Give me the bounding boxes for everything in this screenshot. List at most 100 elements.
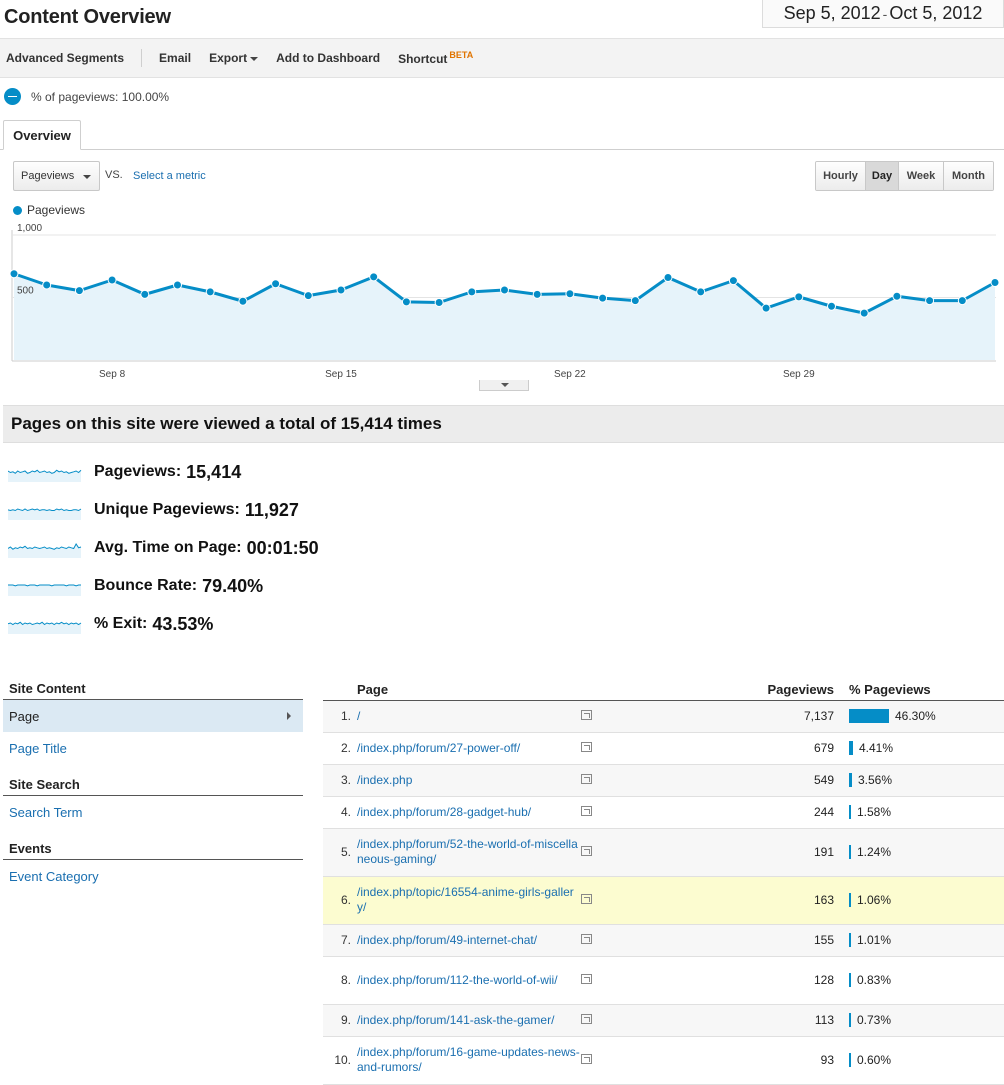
open-external-icon[interactable] <box>581 1054 592 1064</box>
table-row[interactable]: 10./index.php/forum/16-game-updates-news… <box>323 1036 1004 1085</box>
data-point-12 <box>401 297 411 307</box>
nav-section-heading: Site Content <box>3 678 303 700</box>
open-external-icon[interactable] <box>581 934 592 944</box>
row-pageviews: 244 <box>629 796 849 829</box>
row-page-cell: /index.php/forum/112-the-world-of-wii/ <box>351 956 581 1005</box>
data-point-1 <box>42 280 52 290</box>
stat-label: Pageviews: <box>94 463 182 480</box>
table-row[interactable]: 2. /index.php/forum/27-power-off/679 4.41% <box>323 732 1004 765</box>
open-external-icon[interactable] <box>581 806 592 816</box>
open-external-icon[interactable] <box>581 974 592 984</box>
nav-section-heading: Events <box>3 838 303 860</box>
col-pageviews-header[interactable]: Pageviews <box>629 678 849 701</box>
col-icon <box>581 678 629 701</box>
sparkline-line <box>8 543 82 550</box>
pct-value: 0.60% <box>857 1053 892 1067</box>
sparkline-area <box>8 470 81 482</box>
open-external-icon[interactable] <box>581 742 592 752</box>
add-to-dashboard-button[interactable]: Add to Dashboard <box>276 51 381 65</box>
page-link[interactable]: /index.php/forum/52-the-world-of-miscell… <box>357 837 578 866</box>
table-row[interactable]: 1. / 7,137 46.30% <box>323 700 1004 733</box>
pct-bar <box>849 845 851 859</box>
data-point-28 <box>925 296 935 306</box>
row-pageviews: 93 <box>629 1036 849 1085</box>
chevron-down-icon <box>83 175 91 179</box>
page-link[interactable]: /index.php/forum/28-gadget-hub/ <box>357 804 532 819</box>
nav-item-page-title[interactable]: Page Title <box>9 740 67 756</box>
open-external-icon[interactable] <box>581 846 592 856</box>
row-pageviews: 191 <box>629 828 849 877</box>
pct-bar <box>849 741 853 755</box>
sparkline-line <box>8 621 82 626</box>
table-row[interactable]: 6./index.php/topic/16554-anime-girls-gal… <box>323 876 1004 925</box>
table-row[interactable]: 3. /index.php 549 3.56% <box>323 764 1004 797</box>
nav-item-search-term[interactable]: Search Term <box>9 804 83 820</box>
row-pct-cell: 0.73% <box>849 1004 1004 1037</box>
row-page-cell: /index.php/forum/16-game-updates-news-an… <box>351 1036 581 1085</box>
pie-chart-icon <box>4 88 21 105</box>
page-link[interactable]: /index.php <box>357 772 413 787</box>
metric-select[interactable]: Pageviews <box>13 161 100 191</box>
pageviews-chart[interactable]: 500 1,000 Sep 8 Sep 15 Sep 22 Sep 29 <box>0 220 1004 382</box>
select-metric-link[interactable]: Select a metric <box>133 170 206 182</box>
data-point-6 <box>205 287 215 297</box>
page-link[interactable]: /index.php/forum/16-game-updates-news-an… <box>357 1045 580 1074</box>
sparkline-icon <box>8 621 82 634</box>
nav-item-page[interactable]: Page <box>3 700 303 732</box>
page-link[interactable]: / <box>357 708 361 723</box>
report-toolbar: Advanced Segments Email Export Add to Da… <box>0 38 1004 78</box>
stat-label: Unique Pageviews: <box>94 501 240 518</box>
col-pct-header[interactable]: % Pageviews <box>849 678 1004 701</box>
row-icon-cell <box>581 924 629 957</box>
page-link[interactable]: /index.php/forum/112-the-world-of-wii/ <box>357 972 558 987</box>
data-point-4 <box>140 289 150 299</box>
page-link[interactable]: /index.php/topic/16554-anime-girls-galle… <box>357 885 574 914</box>
export-button[interactable]: Export <box>200 51 267 65</box>
granularity-day-button[interactable]: Day <box>866 162 899 190</box>
granularity-hourly-button[interactable]: Hourly <box>816 162 866 190</box>
x-tick-label-1: Sep 15 <box>325 369 357 380</box>
pct-value: 0.83% <box>857 973 892 987</box>
table-row[interactable]: 5./index.php/forum/52-the-world-of-misce… <box>323 828 1004 877</box>
row-page-cell: /index.php/forum/49-internet-chat/ <box>351 924 581 957</box>
data-point-27 <box>892 291 902 301</box>
data-point-7 <box>238 296 248 306</box>
open-external-icon[interactable] <box>581 774 592 784</box>
summary-stats: Pageviews: 15,414 Unique Pageviews: 11,927 A… <box>8 453 319 643</box>
content-nav: Site Content Page Page Title Site Search Sea… <box>3 678 303 892</box>
granularity-month-button[interactable]: Month <box>944 162 993 190</box>
pct-bar <box>849 805 851 819</box>
nav-gap <box>3 828 303 838</box>
sparkline-area <box>8 544 81 558</box>
stat-value: 00:01:50 <box>246 537 319 558</box>
page-link[interactable]: /index.php/forum/27-power-off/ <box>357 740 521 755</box>
shortcut-button[interactable]: Shortcut BETA <box>389 50 482 66</box>
open-external-icon[interactable] <box>581 1014 592 1024</box>
advanced-segments-button[interactable]: Advanced Segments <box>6 51 125 65</box>
row-pct-cell: 1.06% <box>849 876 1004 925</box>
nav-item-event-category[interactable]: Event Category <box>9 868 99 884</box>
granularity-toggle: Hourly Day Week Month <box>815 161 994 191</box>
sparkline-area <box>8 585 81 596</box>
granularity-week-button[interactable]: Week <box>899 162 944 190</box>
data-point-2 <box>74 286 84 296</box>
page-link[interactable]: /index.php/forum/141-ask-the-gamer/ <box>357 1012 555 1027</box>
table-row[interactable]: 4. /index.php/forum/28-gadget-hub/244 1.58… <box>323 796 1004 829</box>
page-link[interactable]: /index.php/forum/49-internet-chat/ <box>357 932 538 947</box>
open-external-icon[interactable] <box>581 894 592 904</box>
table-row[interactable]: 9. /index.php/forum/141-ask-the-gamer/113… <box>323 1004 1004 1037</box>
data-point-23 <box>761 303 771 313</box>
tab-overview[interactable]: Overview <box>3 120 81 150</box>
table-row[interactable]: 7. /index.php/forum/49-internet-chat/155 1… <box>323 924 1004 957</box>
table-row[interactable]: 8. /index.php/forum/112-the-world-of-wii/… <box>323 956 1004 1005</box>
date-range-picker[interactable]: Sep 5, 2012 - Oct 5, 2012 <box>762 0 1004 28</box>
nav-gap <box>3 764 303 774</box>
email-button[interactable]: Email <box>159 51 192 65</box>
data-point-24 <box>794 292 804 302</box>
col-page-header[interactable]: Page <box>351 678 581 701</box>
sparkline-area <box>8 622 81 634</box>
chart-collapse-handle[interactable] <box>479 380 529 391</box>
row-number: 8. <box>323 956 351 1005</box>
open-external-icon[interactable] <box>581 710 592 720</box>
row-icon-cell <box>581 700 629 733</box>
